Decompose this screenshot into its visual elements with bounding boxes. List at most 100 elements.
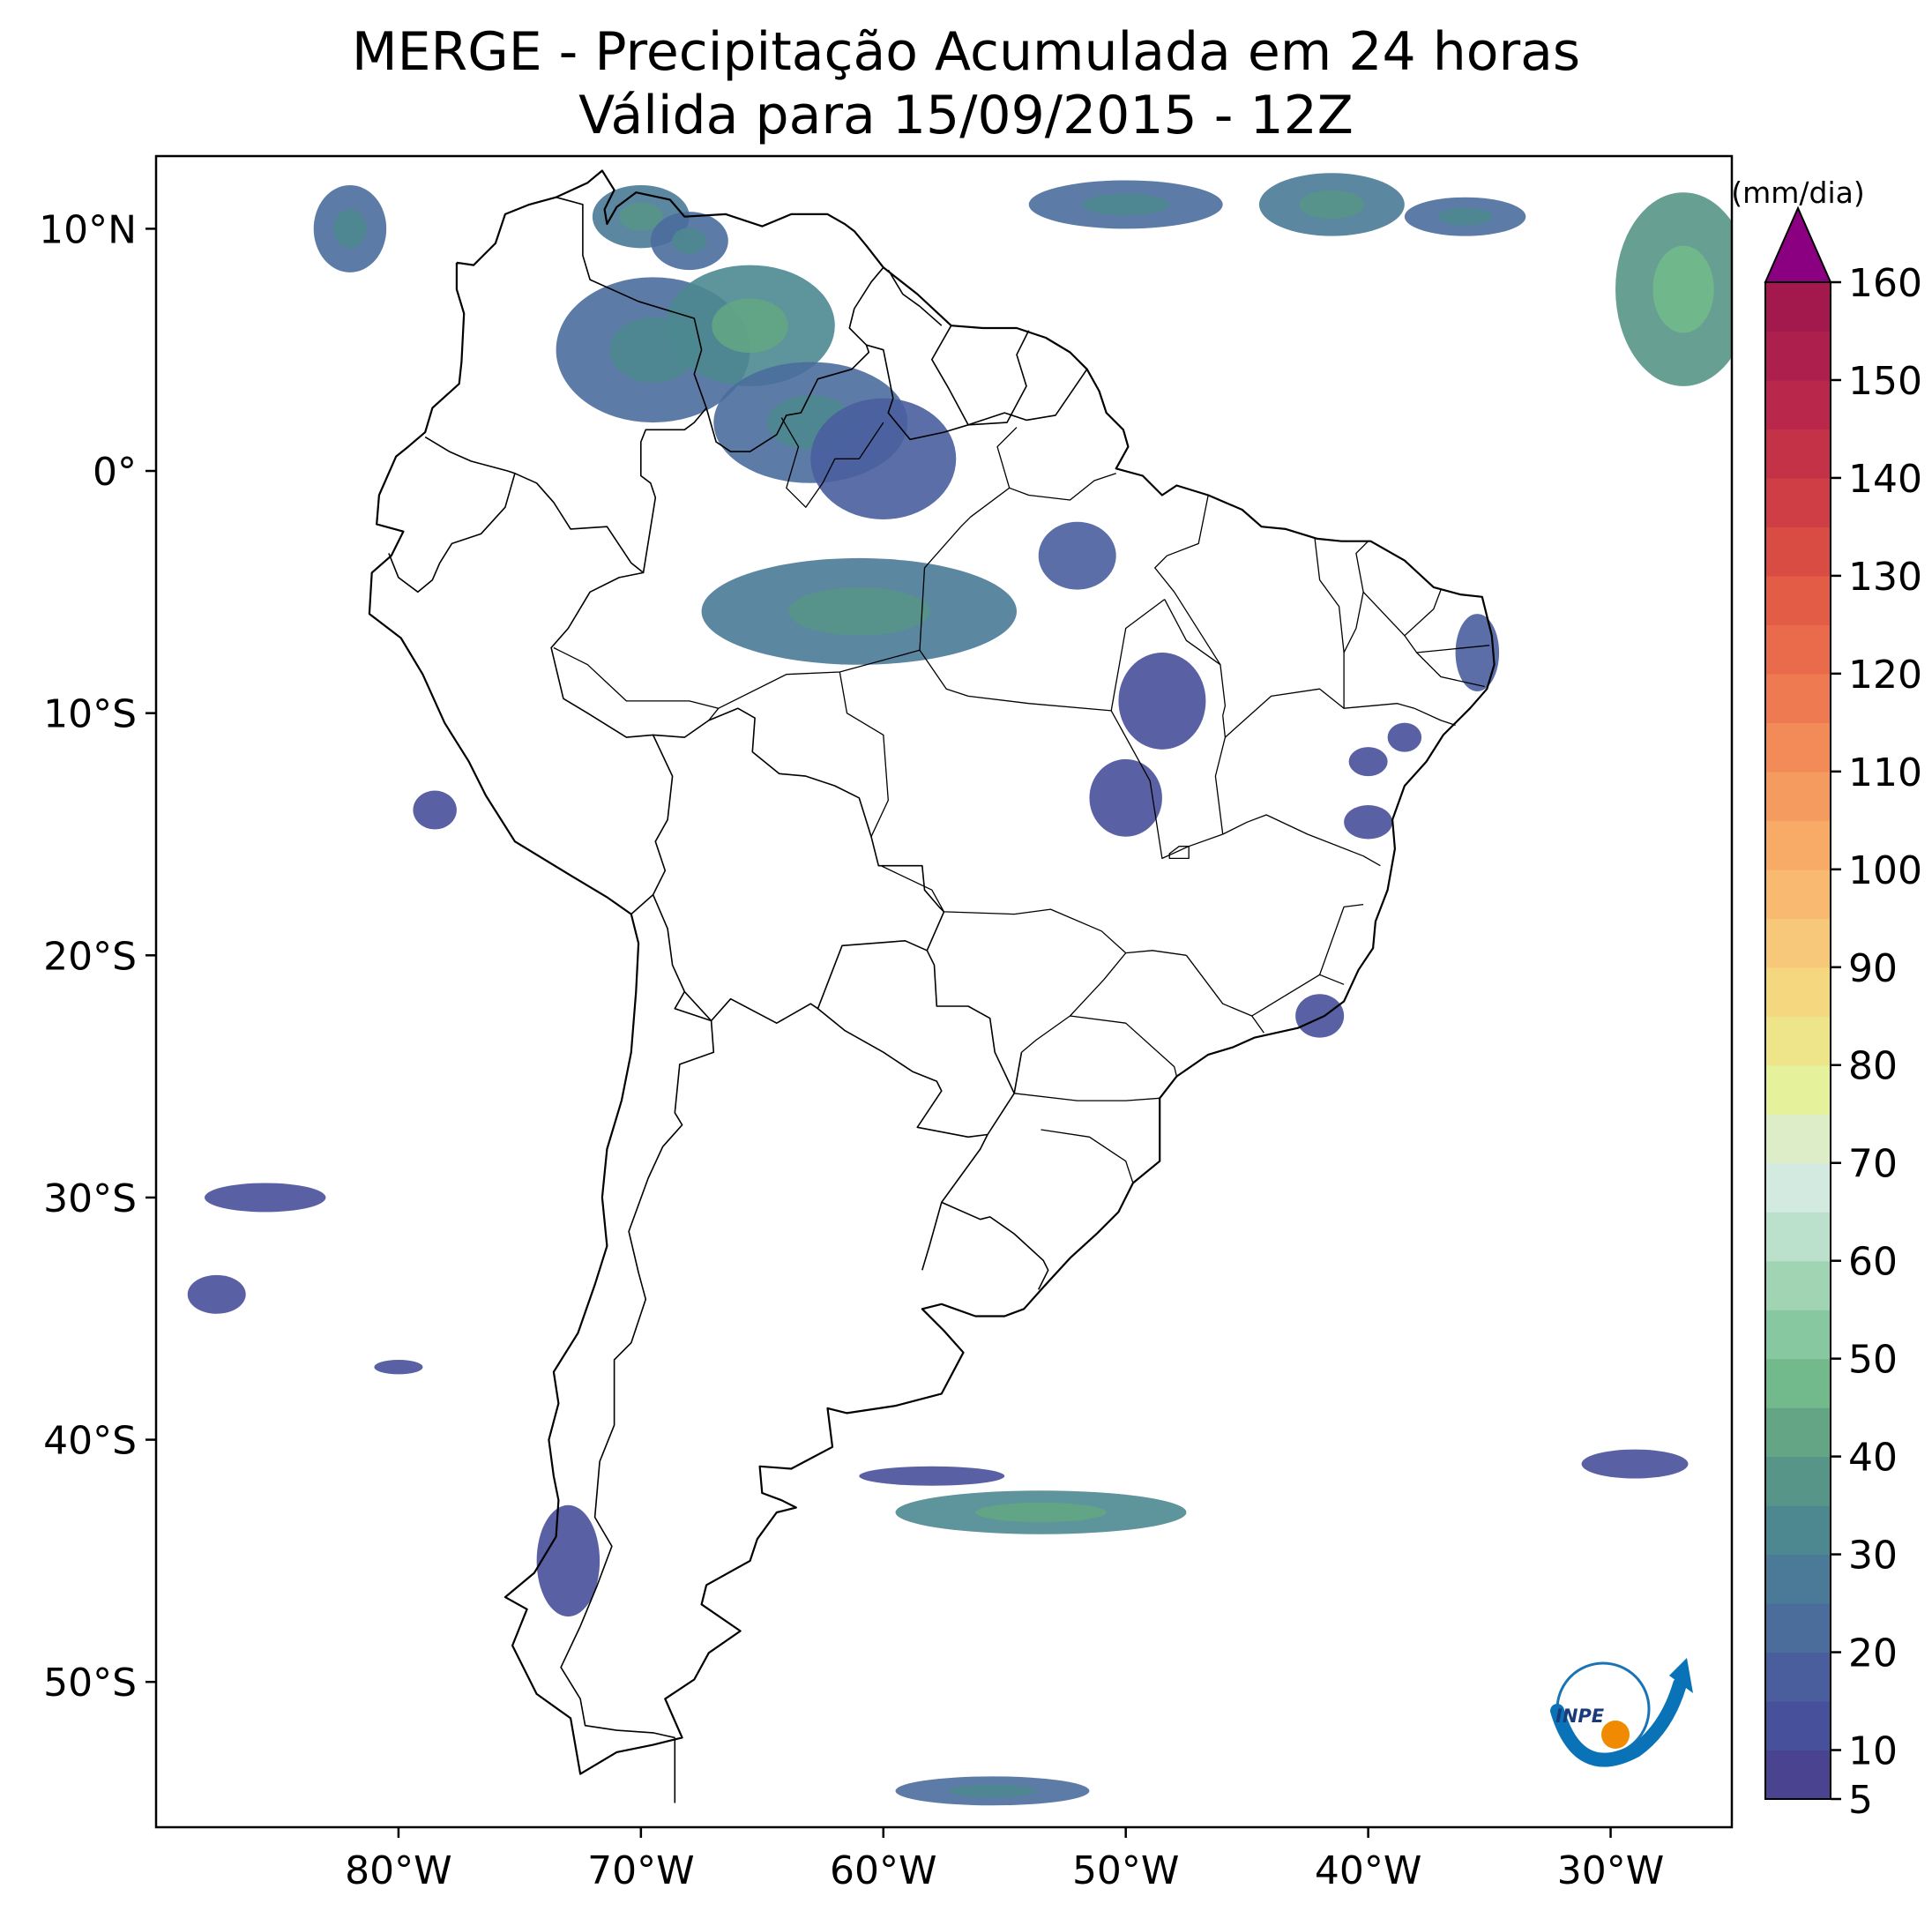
lon-tick-label: 70°W [587,1848,695,1893]
precipitation-core [948,1784,1036,1798]
precipitation-area [859,1466,1005,1486]
lat-tick-label: 10°N [39,207,137,252]
lat-tick-label: 20°S [43,934,137,979]
colorbar-extend-triangle [1764,205,1832,283]
colorbar-tick-label: 100 [1848,848,1922,893]
country-border [639,407,707,573]
state-border [880,865,1187,956]
precipitation-core [333,209,367,249]
lon-tick-label: 50°W [1072,1848,1180,1893]
map-frame [154,154,1734,1829]
colorbar-bin [1765,1310,1831,1360]
colorbar-unit-label: (mm/dia) [1731,175,1865,210]
colorbar-tick-label: 10 [1848,1729,1898,1774]
country-border [653,707,1023,1094]
colorbar-bin [1765,967,1831,1017]
colorbar-bin [1765,820,1831,870]
precipitation-area [810,398,957,519]
colorbar-bin [1765,429,1831,479]
colorbar-bin [1765,771,1831,821]
lat-tick-label: 50°S [43,1661,137,1706]
state-border [1041,1129,1134,1183]
precipitation-area [204,1183,326,1213]
state-border [1224,688,1415,738]
colorbar-tick-label: 30 [1848,1534,1898,1579]
lon-tick-label: 60°W [830,1848,937,1893]
precipitation-area [1295,994,1345,1038]
precipitation-core [787,587,930,636]
lon-tick-label: 40°W [1315,1848,1422,1893]
colorbar-bin [1765,1456,1831,1506]
colorbar-tick-label: 40 [1848,1436,1898,1481]
state-border [1014,1093,1160,1101]
colorbar-bin [1765,331,1831,381]
precipitation-core [1652,245,1714,333]
colorbar-bin [1765,526,1831,577]
precipitation-area [1038,521,1116,590]
state-border [780,417,884,508]
colorbar-bin [1765,1505,1831,1556]
precipitation-area [536,1504,600,1617]
colorbar-bin [1765,1162,1831,1213]
state-border [1168,846,1190,860]
precipitation-core [975,1502,1107,1523]
colorbar-bin [1765,722,1831,773]
colorbar-bin [1765,624,1831,675]
colorbar-bin [1765,673,1831,723]
state-border [1110,599,1166,712]
geography-layer [368,169,1496,1803]
state-border [1404,589,1442,637]
map-title-line-2: Válida para 15/09/2015 - 12Z [578,85,1354,146]
precipitation-area [374,1359,423,1375]
colorbar-bins [1765,282,1831,1800]
colorbar-tick-label: 50 [1848,1338,1898,1383]
precipitation-area [413,790,457,830]
colorbar-bin [1765,1114,1831,1164]
colorbar-bin [1765,1064,1831,1115]
precipitation-area [1455,614,1500,691]
colorbar-bin [1765,282,1831,332]
colorbar-tick-label: 80 [1848,1044,1898,1089]
country-border [941,1201,1049,1290]
precipitation-area [1344,805,1393,840]
precipitation-core [672,228,707,254]
colorbar-bin [1765,1407,1831,1458]
colorbar-tick-label: 120 [1848,653,1922,698]
state-border [1070,1015,1178,1077]
country-border [388,436,516,593]
country-border [817,940,928,1009]
colorbar-bin [1765,1750,1831,1800]
country-border [921,1134,988,1271]
colorbar-tick-label: 150 [1848,359,1922,404]
logo-arrow-icon [1550,1677,1687,1767]
lat-tick-label: 30°S [43,1176,137,1221]
map-area [156,156,1732,1827]
state-border [1314,538,1345,709]
colorbar-bin [1765,1603,1831,1653]
colorbar-bin [1765,1260,1831,1310]
country-border [560,991,715,1739]
state-border [1414,707,1456,727]
lon-tick-label: 80°W [345,1848,452,1893]
lat-tick-label: 10°S [43,692,137,737]
colorbar-tick-label: 130 [1848,555,1922,600]
colorbar-frame [1764,281,1831,1800]
colorbar-bin [1765,477,1831,528]
colorbar-bin [1765,869,1831,919]
country-border [652,894,1015,1138]
map-background [156,156,1732,1827]
colorbar-bin [1765,1652,1831,1702]
colorbar: (mm/dia) 510 20 30 40 50 60 70 80 90 100 110 120 130… [1731,175,1922,1823]
lat-tick-label: 0° [93,450,137,495]
coastline [368,169,1496,1775]
colorbar-tick-label: 140 [1848,457,1922,502]
colorbar-tick-label: 110 [1848,750,1922,795]
precipitation-core [619,202,663,231]
precipitation-core [712,298,788,354]
precipitation-area [1118,653,1206,750]
logo-label: INPE [1555,1706,1605,1727]
country-border [931,325,1030,426]
precipitation-area [1581,1449,1689,1479]
colorbar-bin [1765,575,1831,625]
